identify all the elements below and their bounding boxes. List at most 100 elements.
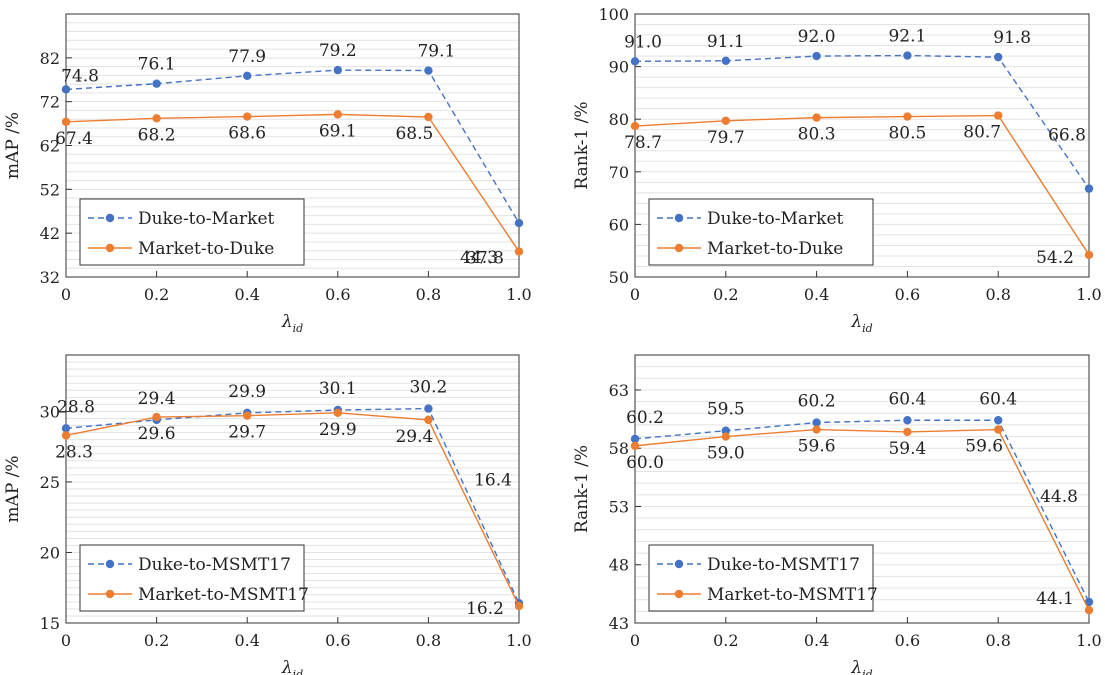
y-tick-label: 58 [609, 439, 629, 458]
x-tick-label: 0.8 [416, 285, 441, 304]
series-marker [61, 431, 71, 440]
series-marker [333, 408, 342, 418]
y-tick-label: 25 [40, 473, 60, 492]
legend-box [648, 544, 874, 612]
y-tick-label: 32 [40, 268, 60, 287]
data-label: 29.4 [395, 427, 433, 447]
x-tick-label: 0.2 [144, 285, 169, 304]
chart-panel-2: 50 60 70 80 90 100 0 0.2 0.4 0.6 0.8 1.0 λid Rank-1 /… [572, 5, 1102, 335]
legend-label: Duke-to-Market [707, 209, 844, 229]
series-marker [994, 111, 1003, 120]
data-label: 68.6 [228, 124, 266, 144]
data-label: 91.8 [993, 28, 1031, 48]
data-label: 16.4 [474, 470, 512, 490]
legend-marker [105, 559, 115, 569]
series-marker [812, 51, 821, 61]
y-axis-title: mAP /% [3, 112, 23, 179]
x-tick-label: 0.4 [234, 285, 259, 304]
data-label: 91.1 [707, 32, 745, 52]
data-label: 77.9 [228, 47, 266, 67]
series-marker [61, 424, 71, 433]
y-tick-label: 82 [40, 49, 60, 68]
x-tick-label: 0.2 [713, 631, 738, 650]
x-axis-title: λid [850, 658, 872, 675]
y-axis-title: Rank-1 /% [572, 445, 592, 533]
y-tick-label: 50 [609, 268, 629, 287]
y-tick-label: 100 [598, 5, 629, 24]
legend-label: Duke-to-MSMT17 [707, 555, 860, 575]
y-tick-label: 43 [609, 614, 629, 633]
x-tick-label: 0.4 [234, 631, 259, 650]
x-tick-label: 1.0 [1076, 631, 1101, 650]
x-tick-label: 1.0 [1076, 285, 1101, 304]
x-tick-label: 0.6 [895, 631, 920, 650]
data-label: 60.2 [626, 408, 664, 428]
series-marker [721, 56, 730, 66]
series-marker [61, 85, 71, 94]
data-label: 29.9 [228, 382, 266, 402]
y-tick-label: 63 [609, 381, 629, 400]
data-label: 92.0 [798, 27, 836, 47]
legend-box [79, 544, 305, 612]
data-label: 60.4 [979, 389, 1017, 409]
y-tick-label: 70 [609, 163, 629, 182]
data-label: 29.7 [228, 423, 266, 443]
series-marker [152, 79, 161, 88]
data-label: 44.1 [1036, 589, 1074, 609]
series-marker [333, 110, 342, 119]
data-label: 28.3 [55, 442, 93, 462]
data-label: 60.0 [626, 453, 664, 473]
data-label: 78.7 [624, 133, 662, 153]
series-marker [61, 117, 71, 127]
legend-label: Duke-to-Market [138, 209, 275, 229]
series-marker [812, 113, 821, 122]
x-tick-label: 0.6 [895, 285, 920, 304]
y-tick-label: 20 [40, 543, 60, 562]
x-tick-label: 0.2 [144, 631, 169, 650]
y-tick-label: 15 [40, 614, 60, 633]
x-tick-label: 0.6 [325, 285, 350, 304]
series-marker [424, 112, 433, 122]
data-label: 74.8 [61, 66, 99, 86]
y-tick-label: 72 [40, 93, 60, 112]
x-tick-label: 1.0 [506, 285, 531, 304]
x-axis-title: λid [281, 658, 303, 675]
data-label: 44.8 [1040, 487, 1078, 507]
data-label: 44.3 [460, 248, 498, 268]
x-tick-label: 0.6 [325, 631, 350, 650]
series-marker [721, 426, 730, 435]
legend-label: Duke-to-MSMT17 [138, 555, 291, 575]
series-line-2 [634, 428, 1090, 611]
data-label: 16.2 [466, 599, 504, 619]
series-marker [424, 404, 433, 413]
data-label: 80.5 [888, 124, 926, 144]
data-label: 59.5 [707, 400, 745, 420]
legend-label: Market-to-Duke [138, 239, 274, 259]
data-label: 68.2 [138, 125, 176, 145]
x-axis-title: λid [850, 312, 872, 335]
data-label: 59.6 [798, 437, 836, 457]
chart-panel-1: 32 42 52 62 72 82 0 0.2 0.4 0.6 0.8 1.0 λid mAP /% 74.… [3, 13, 532, 335]
y-tick-label: 62 [40, 137, 60, 156]
data-label: 29.6 [138, 424, 176, 444]
data-label: 66.8 [1048, 126, 1086, 146]
plot-frame [65, 354, 520, 624]
data-label: 67.4 [55, 129, 93, 149]
series-marker [994, 52, 1003, 62]
data-label: 59.6 [965, 437, 1003, 457]
y-tick-label: 52 [40, 180, 60, 199]
legend-marker [674, 559, 684, 569]
series-marker [514, 601, 524, 611]
x-tick-label: 0.8 [416, 631, 441, 650]
legend-label: Market-to-MSMT17 [707, 585, 878, 605]
series-marker [630, 57, 640, 66]
series-marker [630, 434, 640, 444]
series-marker [994, 425, 1003, 434]
x-tick-label: 0 [630, 285, 640, 304]
data-label: 79.7 [707, 128, 745, 148]
series-marker [721, 116, 730, 125]
data-label: 76.1 [138, 55, 176, 75]
legend-marker [105, 243, 115, 253]
series-marker [424, 66, 433, 75]
